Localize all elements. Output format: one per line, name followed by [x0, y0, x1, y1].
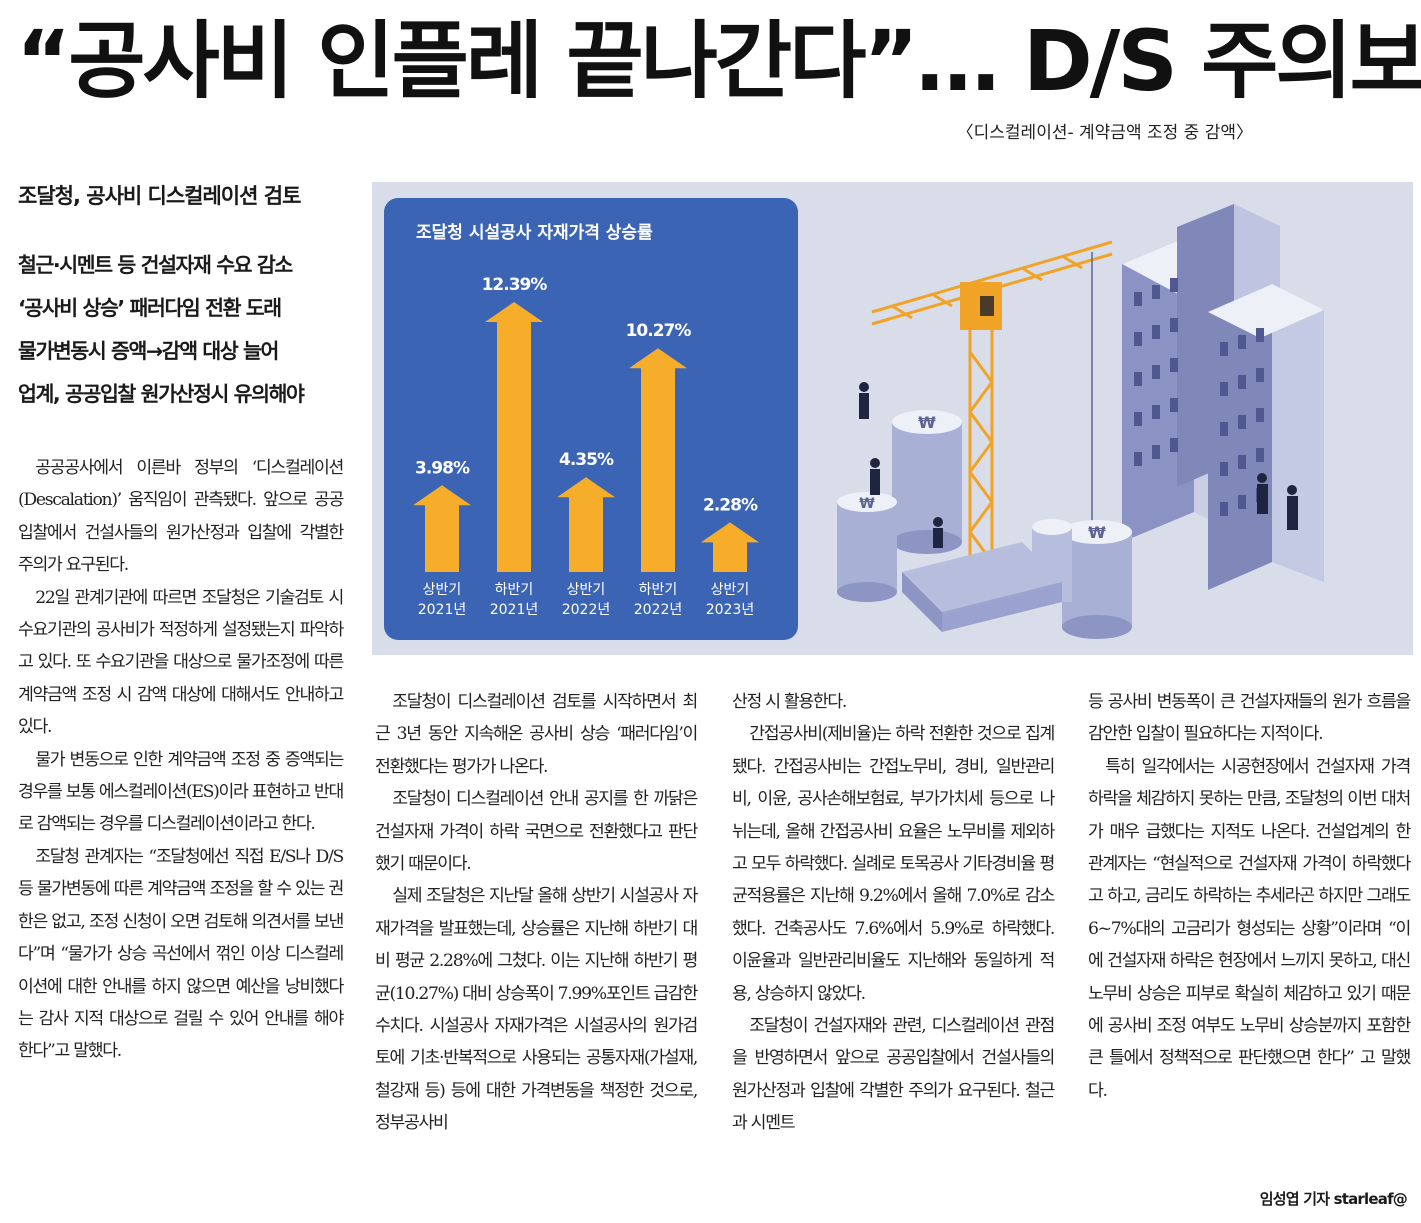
chart-bar — [629, 348, 687, 572]
coin-stacks-illustration: ₩ ₩ ₩ — [837, 410, 1132, 639]
chart-category-label: 하반기 — [639, 582, 678, 598]
article-column-1: 공공공사에서 이른바 정부의 ‘디스컬레이션(Descalation)’ 움직임… — [18, 452, 344, 1068]
chart-bar — [701, 522, 759, 572]
chart-category-label: 상반기 — [711, 582, 750, 598]
people-illustration — [859, 382, 1298, 548]
paragraph: 특히 일각에서는 시공현장에서 건설자재 가격 하락을 체감하지 못하는 만큼,… — [1088, 756, 1411, 1101]
paragraph: 등 공사비 변동폭이 큰 건설자재들의 원가 흐름을 감안한 입찰이 필요하다는… — [1088, 692, 1411, 745]
paragraph: 물가 변동으로 인한 계약금액 조정 중 증액되는 경우를 보통 에스컬레이션(… — [18, 749, 344, 835]
paragraph: 조달청이 디스컬레이션 검토를 시작하면서 최근 3년 동안 지속해온 공사비 … — [375, 692, 698, 777]
svg-text:₩: ₩ — [918, 413, 936, 432]
chart-category-label: 2021년 — [418, 602, 467, 618]
chart-value-label: 12.39% — [482, 275, 548, 295]
chart-bar — [557, 477, 615, 572]
deck-line: 업계, 공공입찰 원가산정시 유의해야 — [18, 382, 305, 406]
photo-caption: 〈디스컬레이션- 계약금액 조정 중 감액〉 — [956, 123, 1253, 143]
chart-category-label: 2022년 — [562, 602, 611, 618]
article-column-2: 조달청이 디스컬레이션 검토를 시작하면서 최근 3년 동안 지속해온 공사비 … — [375, 686, 698, 1140]
chart-value-label: 4.35% — [559, 450, 614, 470]
chart-category-label: 2023년 — [706, 602, 755, 618]
paragraph: 조달청 관계자는 “조달청에선 직접 E/S나 D/S 등 물가변동에 따른 계… — [18, 846, 344, 1062]
chart-value-label: 3.98% — [415, 458, 470, 478]
chart-bar — [485, 302, 543, 572]
building-illustration — [1122, 204, 1324, 590]
paragraph: 실제 조달청은 지난달 올해 상반기 시설공사 자재가격을 발표했는데, 상승률… — [375, 886, 698, 1134]
deck-line: ‘공사비 상승’ 패러다임 전환 도래 — [18, 296, 282, 320]
chart-category-label: 상반기 — [423, 582, 462, 598]
svg-text:₩: ₩ — [859, 496, 875, 512]
chart-category-label: 상반기 — [567, 582, 606, 598]
chart-marks: 3.98% 상반기 2021년 12.39% 하반기 2021년 4.35% 상반기 2022년… — [413, 275, 759, 618]
article-column-3: 산정 시 활용한다. 간접공사비(제비율)는 하락 전환한 것으로 집계됐다. … — [732, 686, 1055, 1140]
deck-line: 철근·시멘트 등 건설자재 수요 감소 — [18, 253, 293, 277]
deck-headlines: 철근·시멘트 등 건설자재 수요 감소 ‘공사비 상승’ 패러다임 전환 도래 … — [18, 244, 368, 416]
chart-category-label: 2022년 — [634, 602, 683, 618]
chart-title: 조달청 시설공사 자재가격 상승률 — [416, 222, 653, 243]
paragraph: 공공공사에서 이른바 정부의 ‘디스컬레이션(Descalation)’ 움직임… — [18, 458, 344, 576]
svg-text:₩: ₩ — [1088, 523, 1106, 542]
paragraph: 산정 시 활용한다. — [732, 692, 847, 712]
chart-category-label: 2021년 — [490, 602, 539, 618]
infographic: ₩ ₩ ₩ 조달청 시설공사 자재가격 상승률 3.98% 상반기 2021 — [372, 182, 1413, 655]
chart-value-label: 10.27% — [626, 321, 692, 341]
deck-line: 물가변동시 증액→감액 대상 늘어 — [18, 339, 279, 363]
paragraph: 간접공사비(제비율)는 하락 전환한 것으로 집계됐다. 간접공사비는 간접노무… — [732, 724, 1055, 1004]
byline: 임성엽 기자 starleaf@ — [1259, 1190, 1408, 1208]
article-column-4: 등 공사비 변동폭이 큰 건설자재들의 원가 흐름을 감안한 입찰이 필요하다는… — [1088, 686, 1411, 1107]
chart-panel — [384, 198, 798, 640]
paragraph: 조달청이 디스컬레이션 안내 공지를 한 까닭은 건설자재 가격이 하락 국면으… — [375, 789, 698, 875]
chart-bar — [413, 485, 471, 572]
paragraph: 조달청이 건설자재와 관련, 디스컬레이션 관점을 반영하면서 앞으로 공공입찰… — [732, 1016, 1055, 1134]
chart-value-label: 2.28% — [703, 495, 758, 515]
paragraph: 22일 관계기관에 따르면 조달청은 기술검토 시 수요기관의 공사비가 적정하… — [18, 587, 344, 738]
chart-category-label: 하반기 — [495, 582, 534, 598]
subhead: 조달청, 공사비 디스컬레이션 검토 — [18, 184, 301, 208]
headline: “공사비 인플레 끝나간다”… D/S 주의보 — [16, 12, 1421, 110]
